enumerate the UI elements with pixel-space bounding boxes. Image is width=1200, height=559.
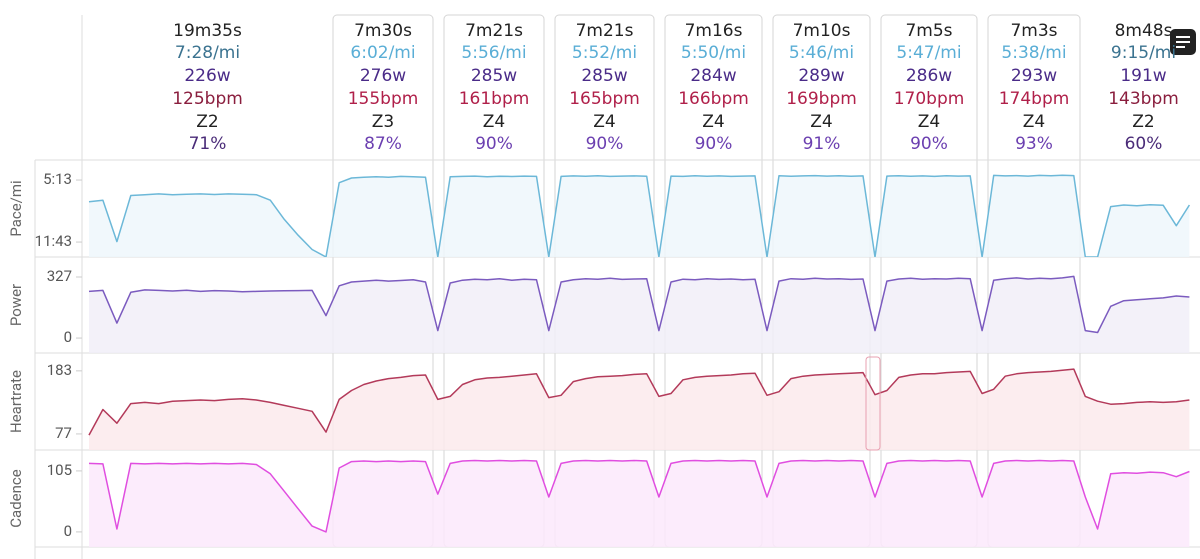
interval-heartrate: 174bpm: [999, 89, 1070, 109]
interval-pace: 5:47/mi: [896, 43, 961, 63]
interval-heartrate: 155bpm: [348, 89, 419, 109]
interval-heartrate: 166bpm: [678, 89, 749, 109]
interval-pace: 5:38/mi: [1001, 43, 1066, 63]
interval-zone: Z4: [1023, 112, 1045, 132]
interval-intensity: 90%: [695, 134, 733, 154]
y-tick-label: 0: [64, 522, 72, 540]
interval-power: 286w: [906, 66, 952, 86]
trace-area: [89, 175, 1190, 257]
interval-power: 289w: [798, 66, 844, 86]
interval-pace: 5:50/mi: [681, 43, 746, 63]
interval-power: 276w: [360, 66, 406, 86]
trace-group: [88, 174, 1191, 257]
y-axis-label: Power: [7, 284, 25, 326]
interval-time: 8m48s: [1115, 21, 1173, 41]
interval-power: 284w: [690, 66, 736, 86]
interval-heartrate: 169bpm: [786, 89, 857, 109]
interval-pace: 6:02/mi: [350, 43, 415, 63]
interval-zone: Z4: [810, 112, 832, 132]
interval-power: 226w: [184, 66, 230, 86]
interval-heartrate: 165bpm: [569, 89, 640, 109]
interval-heartrate: 125bpm: [172, 89, 243, 109]
trace-area: [89, 460, 1190, 547]
y-tick-label: 327: [47, 267, 72, 285]
y-axis-label: Heartrate: [7, 370, 25, 433]
interval-time: 7m21s: [465, 21, 523, 41]
interval-zone: Z4: [593, 112, 615, 132]
interval-pace: 5:46/mi: [789, 43, 854, 63]
y-axis-label: Pace/mi: [7, 180, 25, 236]
trace-area: [89, 369, 1190, 450]
interval-intensity: 93%: [1015, 134, 1053, 154]
interval-pace: 5:52/mi: [572, 43, 637, 63]
y-tick-label: 11:43: [35, 232, 72, 250]
interval-time: 7m30s: [354, 21, 412, 41]
trace-area: [89, 276, 1190, 353]
interval-power: 285w: [471, 66, 517, 86]
interval-power: 191w: [1120, 66, 1166, 86]
foreground: [865, 29, 1196, 451]
interval-intensity: 90%: [475, 134, 513, 154]
interval-time: 19m35s: [173, 21, 242, 41]
y-tick-label: 183: [47, 361, 72, 379]
interval-time: 7m21s: [576, 21, 634, 41]
interval-time: 7m3s: [1010, 21, 1057, 41]
interval-pace: 7:28/mi: [175, 43, 240, 63]
interval-zone: Z4: [702, 112, 724, 132]
trace-group: [88, 368, 1190, 450]
trace-line: [88, 368, 1190, 436]
interval-time: 7m10s: [793, 21, 851, 41]
y-tick-label: 0: [64, 328, 72, 346]
interval-intensity: 60%: [1125, 134, 1163, 154]
trace-line: [88, 275, 1190, 334]
interval-intensity: 71%: [189, 134, 227, 154]
trace-line: [88, 174, 1191, 257]
interval-time: 7m16s: [685, 21, 743, 41]
trace-group: [88, 459, 1190, 547]
y-tick-label: 105: [47, 461, 72, 479]
interval-intensity: 91%: [803, 134, 841, 154]
plots: [88, 174, 1191, 547]
interval-zone: Z4: [483, 112, 505, 132]
interval-intensity: 90%: [910, 134, 948, 154]
interval-intensity: 87%: [364, 134, 402, 154]
interval-zone: Z2: [1132, 112, 1154, 132]
interval-zone: Z2: [196, 112, 218, 132]
interval-pace: 5:56/mi: [461, 43, 526, 63]
interval-power: 285w: [581, 66, 627, 86]
interval-heartrate: 161bpm: [459, 89, 530, 109]
interval-heartrate: 170bpm: [894, 89, 965, 109]
y-tick-label: 5:13: [43, 170, 72, 188]
trace-line: [88, 459, 1190, 533]
interval-heartrate: 143bpm: [1108, 89, 1179, 109]
y-axis-label: Cadence: [7, 469, 25, 527]
hover-marker: [865, 356, 881, 451]
trace-group: [88, 275, 1190, 353]
interval-zone: Z4: [918, 112, 940, 132]
interval-power: 293w: [1011, 66, 1057, 86]
interval-zone: Z3: [372, 112, 394, 132]
interval-time: 7m5s: [905, 21, 952, 41]
y-tick-label: 77: [55, 424, 72, 442]
interval-pace: 9:15/mi: [1111, 43, 1176, 63]
interval-intensity: 90%: [586, 134, 624, 154]
